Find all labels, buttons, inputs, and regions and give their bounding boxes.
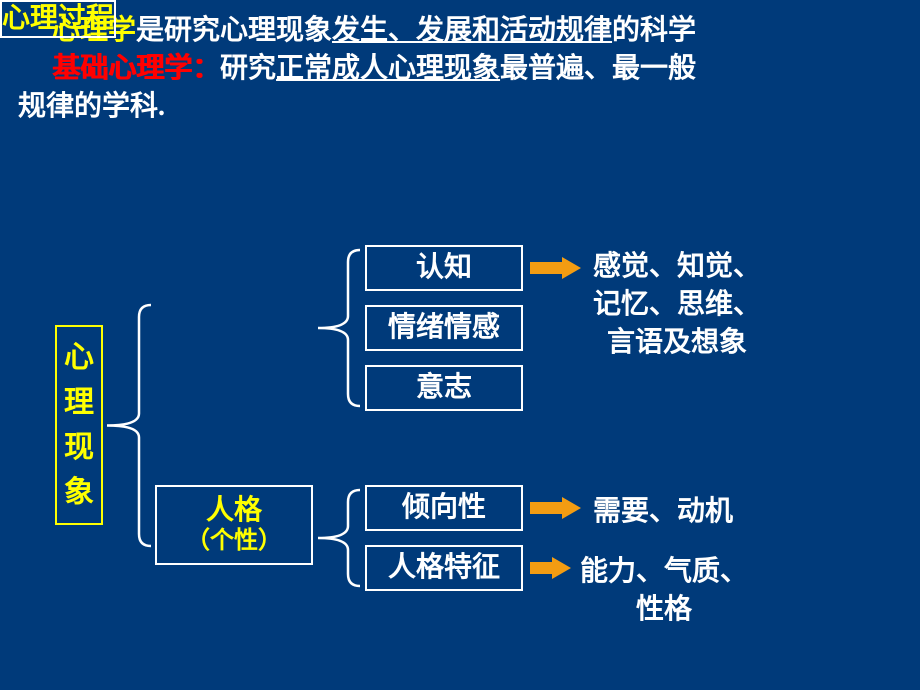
term-basic-psych: 基础心理学： <box>52 53 220 84</box>
slide-root: 心理学是研究心理现象发生、发展和活动规律的科学 基础心理学：研究正常成人心理现象… <box>0 0 920 690</box>
node-cognition: 认知 <box>365 245 523 291</box>
brace-icon <box>316 488 362 588</box>
node-personality: 人格 （个性） <box>155 485 313 565</box>
intro-line-1: 心理学是研究心理现象发生、发展和活动规律的科学 <box>52 12 696 50</box>
detail-cognition: 感觉、知觉、 记忆、思维、 言语及想象 <box>593 248 761 361</box>
detail-trait: 能力、气质、 性格 <box>580 553 748 629</box>
brace-icon <box>105 303 153 548</box>
arrow-icon <box>530 557 572 579</box>
detail-tendency: 需要、动机 <box>593 493 733 531</box>
node-mental-process: 心理过程 <box>0 0 116 38</box>
node-trait: 人格特征 <box>365 545 523 591</box>
node-root: 心 理 现 象 <box>55 325 103 525</box>
node-tendency: 倾向性 <box>365 485 523 531</box>
arrow-icon <box>530 257 582 279</box>
intro-line-2: 基础心理学：研究正常成人心理现象最普遍、最一般 <box>52 50 696 88</box>
brace-icon <box>316 248 362 408</box>
arrow-icon <box>530 497 582 519</box>
node-will: 意志 <box>365 365 523 411</box>
node-emotion: 情绪情感 <box>365 305 523 351</box>
intro-line-3: 规律的学科. <box>18 88 165 126</box>
